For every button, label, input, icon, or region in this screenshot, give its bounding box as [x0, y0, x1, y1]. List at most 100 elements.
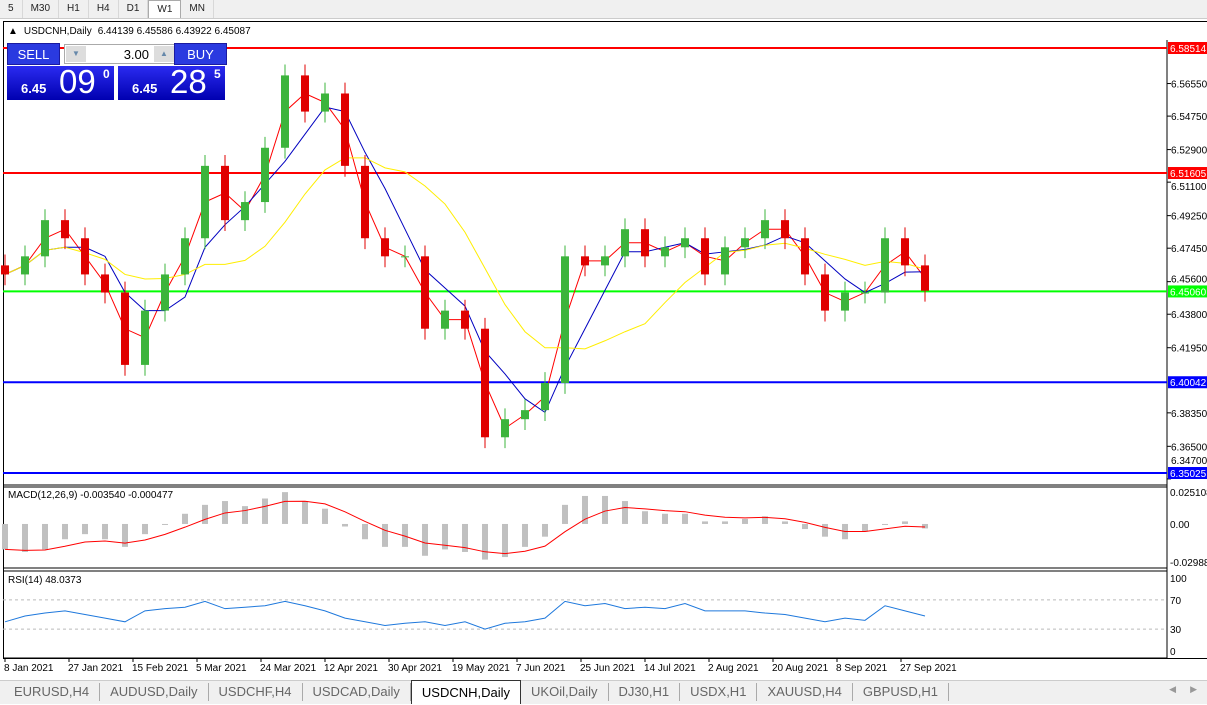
chart-tab[interactable]: USDX,H1 [680, 683, 758, 701]
candle-body [421, 256, 429, 329]
date-tick-label: 2 Aug 2021 [708, 663, 759, 674]
macd-histogram-bar [182, 513, 188, 524]
macd-histogram-bar [862, 523, 868, 532]
macd-histogram-bar [762, 516, 768, 524]
candle-body [601, 256, 609, 266]
chart-tab[interactable]: AUDUSD,Daily [100, 683, 209, 701]
date-tick-label: 24 Mar 2021 [260, 663, 317, 674]
candle-body [81, 238, 89, 275]
macd-histogram-bar [82, 523, 88, 535]
candle-body [561, 256, 569, 383]
candle-body [221, 165, 229, 221]
macd-histogram-bar [822, 523, 828, 537]
chart-tab[interactable]: USDCHF,H4 [209, 683, 303, 701]
candle-body [61, 220, 69, 239]
price-tick-label: 6.52900 [1171, 146, 1207, 157]
macd-histogram-bar [442, 523, 448, 550]
date-tick-label: 19 May 2021 [452, 663, 510, 674]
sell-button[interactable]: SELL [7, 43, 60, 65]
scroll-left-icon[interactable]: ◀ [1169, 684, 1177, 694]
chart-tab[interactable]: EURUSD,H4 [4, 683, 101, 701]
macd-histogram-bar [802, 523, 808, 530]
price-tick-label: 6.56550 [1171, 80, 1207, 91]
candle-body [821, 274, 829, 311]
date-tick-label: 8 Jan 2021 [4, 663, 54, 674]
macd-histogram-bar [282, 492, 288, 524]
chart-tab[interactable]: USDCNH,Daily [410, 680, 522, 704]
candle-body [401, 256, 409, 258]
macd-histogram-bar [342, 523, 348, 527]
rsi-label: RSI(14) 48.0373 [8, 575, 82, 586]
date-tick-label: 30 Apr 2021 [388, 663, 442, 674]
candle-body [181, 238, 189, 275]
macd-tick-label: 0.00 [1170, 520, 1190, 531]
scroll-right-icon[interactable]: ▶ [1190, 684, 1197, 694]
candle-body [661, 247, 669, 257]
lot-size-input[interactable]: ▼ 3.00 ▲ [64, 44, 176, 64]
rsi-tick-label: 30 [1170, 625, 1182, 636]
macd-histogram-bar [722, 521, 728, 524]
level-price-label: 6.35025 [1170, 469, 1207, 480]
price-tick-label: 6.49250 [1171, 212, 1207, 223]
chart-tab[interactable]: UKOil,Daily [521, 683, 609, 701]
candle-body [1, 265, 9, 275]
moving-average-line [4, 157, 926, 350]
candle-body [741, 238, 749, 248]
macd-histogram-bar [922, 523, 928, 529]
buy-price[interactable]: 6.45 28 5 [118, 66, 225, 100]
macd-histogram-bar [162, 523, 168, 525]
candle-body [341, 93, 349, 166]
chart-tab[interactable]: USDCAD,Daily [303, 683, 411, 701]
level-price-tag [1168, 285, 1207, 298]
decrease-lot-button[interactable]: ▼ [66, 46, 86, 62]
chart-tab[interactable]: XAUUSD,H4 [757, 683, 853, 701]
timeframe-5[interactable]: 5 [0, 0, 23, 18]
chart-tab[interactable]: DJ30,H1 [609, 683, 681, 701]
macd-tick-label: 0.025108 [1170, 488, 1207, 499]
macd-histogram-bar [402, 523, 408, 547]
rsi-tick-label: 70 [1170, 596, 1182, 607]
candle-body [301, 75, 309, 112]
macd-histogram-bar [2, 523, 8, 550]
macd-histogram-bar [102, 523, 108, 540]
increase-lot-button[interactable]: ▲ [154, 46, 174, 62]
buy-price-prefix: 6.45 [132, 81, 158, 96]
candle-body [481, 328, 489, 438]
candle-body [321, 93, 329, 112]
macd-histogram-bar [562, 504, 568, 524]
price-chart[interactable]: 6.56550 6.54750 6.52900 6.51100 6.49250 6.474… [0, 0, 1207, 680]
rsi-line [4, 600, 926, 630]
price-tick-label: 6.45600 [1171, 274, 1207, 285]
buy-price-pips: 28 [170, 66, 207, 100]
level-price-label: 6.58514 [1170, 44, 1207, 55]
macd-histogram-bar [302, 501, 308, 524]
lot-value[interactable]: 3.00 [123, 47, 149, 62]
collapse-triangle-icon[interactable]: ▲ [8, 26, 18, 37]
timeframe-w1[interactable]: W1 [148, 0, 182, 18]
close-value: 6.45087 [214, 26, 251, 37]
macd-signal-line [4, 500, 926, 555]
candle-body [521, 410, 529, 420]
candle-body [461, 310, 469, 329]
macd-histogram-bar [742, 518, 748, 524]
macd-histogram-bar [542, 523, 548, 537]
sell-price[interactable]: 6.45 09 0 [7, 66, 114, 100]
macd-histogram-bar [322, 508, 328, 524]
timeframe-h4[interactable]: H4 [89, 0, 119, 18]
timeframe-h1[interactable]: H1 [59, 0, 89, 18]
macd-label: MACD(12,26,9) -0.003540 -0.000477 [8, 490, 174, 501]
chart-tab[interactable]: GBPUSD,H1 [853, 683, 949, 701]
candle-body [641, 229, 649, 257]
timeframe-mn[interactable]: MN [181, 0, 214, 18]
buy-button[interactable]: BUY [174, 43, 227, 65]
symbol-header: ▲ USDCNH,Daily 6.44139 6.45586 6.43922 6… [8, 26, 251, 37]
timeframe-m30[interactable]: M30 [23, 0, 60, 18]
candle-body [621, 229, 629, 257]
candle-body [501, 419, 509, 438]
candle-body [921, 265, 929, 291]
candle-body [881, 238, 889, 293]
timeframe-d1[interactable]: D1 [119, 0, 149, 18]
candle-body [361, 165, 369, 239]
date-tick-label: 7 Jun 2021 [516, 663, 566, 674]
macd-histogram-bar [502, 523, 508, 558]
